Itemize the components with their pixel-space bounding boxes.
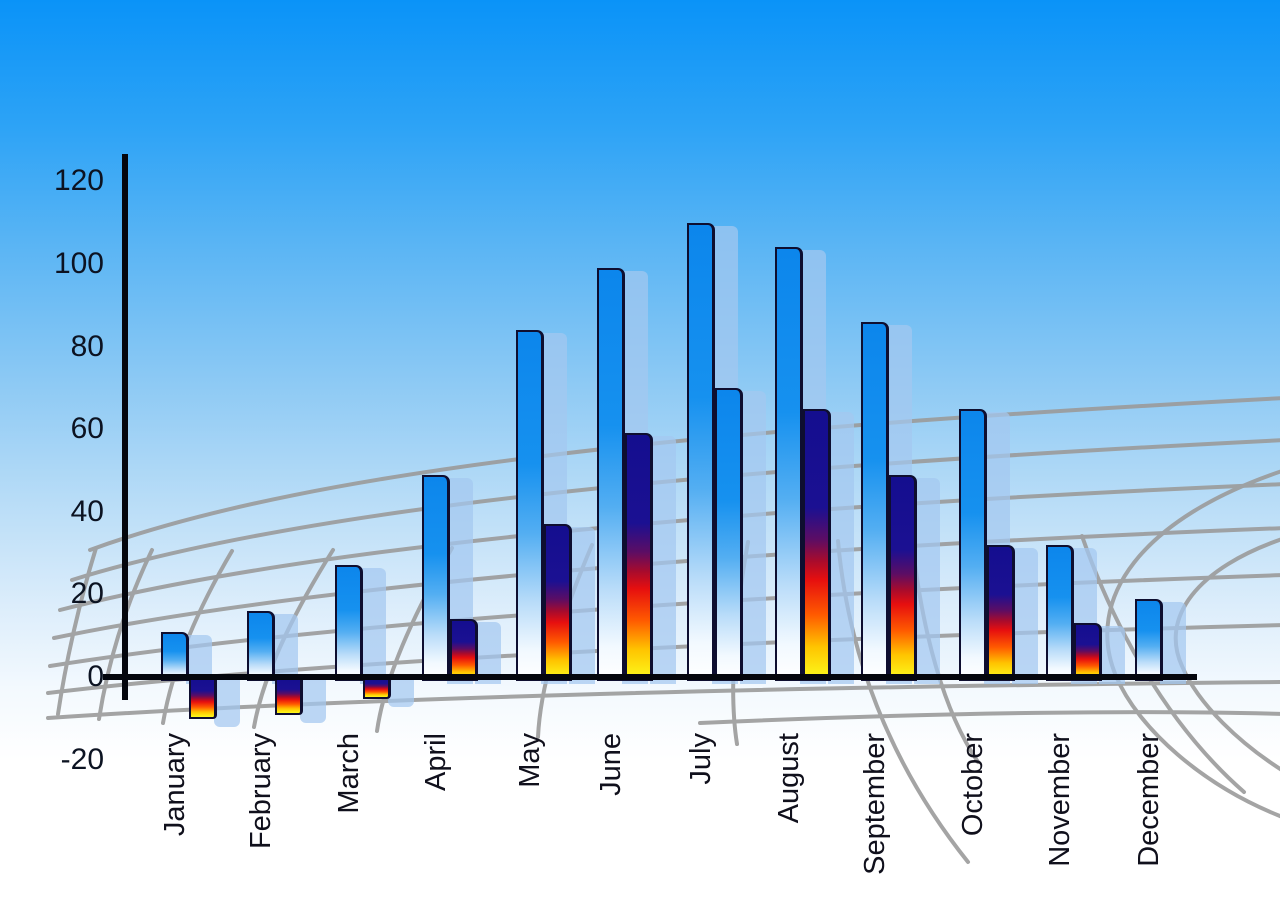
bar-primary-February (247, 610, 275, 681)
month-label-July: July (685, 733, 717, 785)
bar-primary-September (861, 321, 889, 681)
bar-shadow-ghost (300, 678, 326, 724)
bar-shadow-ghost (914, 477, 940, 684)
bar-primary-April (422, 474, 450, 681)
y-tick-label-80: 80 (70, 329, 104, 363)
bar-shadow-ghost (1012, 547, 1038, 684)
month-label-March: March (333, 733, 365, 814)
bar-primary-January (161, 631, 189, 681)
bar-primary-June (597, 268, 625, 681)
bar-shadow-ghost (650, 436, 676, 684)
bar-primary-May (516, 330, 544, 681)
bar-secondary-July (715, 387, 743, 681)
bar-secondary-January (189, 676, 217, 720)
y-tick-label-120: 120 (53, 164, 104, 198)
month-label-August: August (773, 733, 805, 824)
bar-shadow-ghost (388, 678, 414, 707)
month-label-January: January (159, 733, 191, 837)
month-label-September: September (859, 733, 891, 875)
bar-secondary-August (803, 408, 831, 681)
x-axis-zero-line (103, 674, 1197, 680)
bar-shadow-ghost (740, 390, 766, 684)
bar-primary-December (1135, 598, 1163, 681)
bar-secondary-March (363, 676, 391, 699)
bar-shadow-ghost (569, 527, 595, 684)
bar-shadow-ghost (272, 613, 298, 684)
month-label-October: October (957, 733, 989, 837)
y-tick-label-40: 40 (70, 494, 104, 528)
month-label-February: February (245, 733, 277, 850)
y-tick-label-20: 20 (70, 577, 104, 611)
bar-secondary-September (889, 474, 917, 681)
y-tick-label-100: 100 (53, 247, 104, 280)
bar-primary-October (959, 408, 987, 681)
y-axis-line (122, 154, 128, 700)
month-label-May: May (514, 733, 546, 788)
bar-primary-March (335, 565, 363, 681)
month-label-November: November (1044, 733, 1076, 867)
bar-primary-November (1046, 544, 1074, 681)
bar-shadow-ghost (214, 678, 240, 728)
bar-shadow-ghost (828, 411, 854, 684)
month-label-December: December (1133, 733, 1165, 867)
y-tick-label-60: 60 (70, 412, 104, 446)
bar-primary-August (775, 247, 803, 681)
bar-secondary-April (450, 619, 478, 681)
bar-secondary-November (1074, 623, 1102, 681)
bar-secondary-October (987, 544, 1015, 681)
y-tick-label-0: 0 (87, 660, 104, 693)
bar-primary-July (687, 222, 715, 681)
bar-shadow-ghost (1160, 601, 1186, 684)
bar-secondary-June (625, 433, 653, 681)
bar-secondary-February (275, 676, 303, 716)
month-label-April: April (420, 733, 452, 792)
bar-shadow-ghost (475, 622, 501, 684)
y-tick-label--20: -20 (60, 742, 104, 776)
bar-secondary-May (544, 524, 572, 681)
month-label-June: June (595, 733, 627, 796)
bar-shadow-ghost (360, 568, 386, 684)
